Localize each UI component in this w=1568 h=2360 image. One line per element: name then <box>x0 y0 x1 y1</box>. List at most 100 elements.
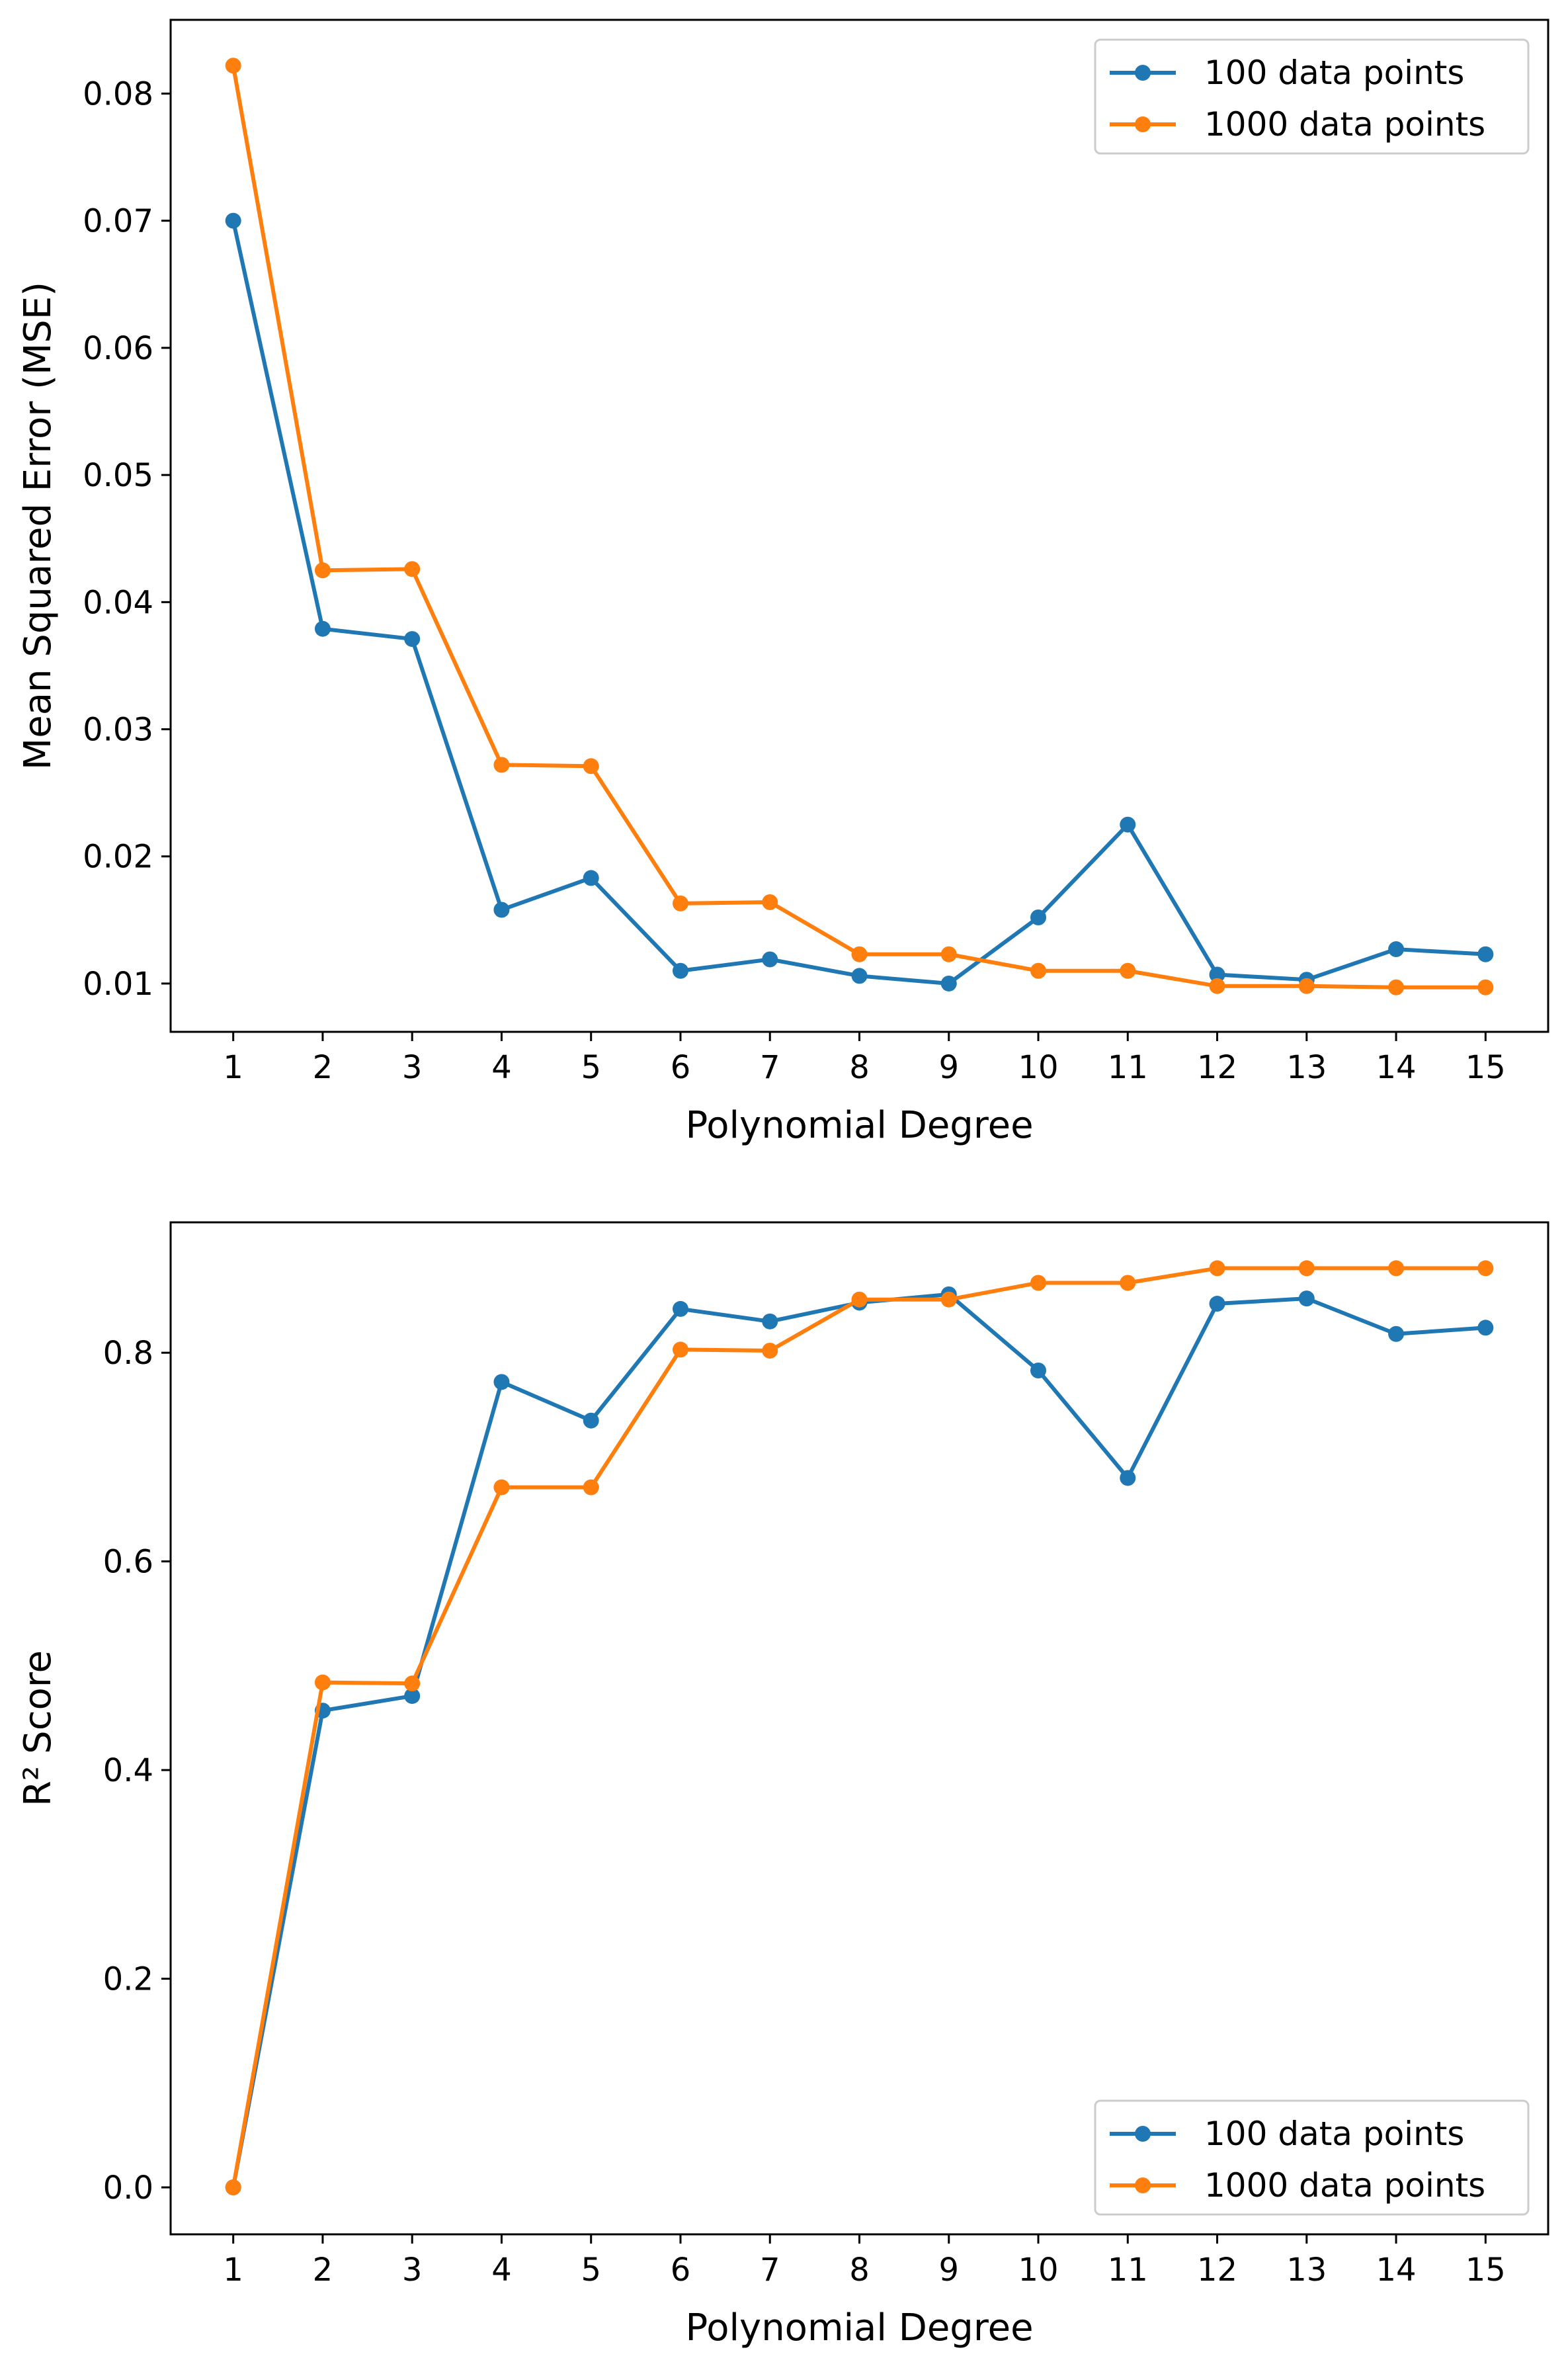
x-tick-label: 8 <box>849 1049 870 1086</box>
y-tick-label: 0.0 <box>103 2170 153 2207</box>
y-axis-label: Mean Squared Error (MSE) <box>17 282 60 770</box>
data-point <box>404 1688 421 1705</box>
data-point <box>851 968 868 984</box>
data-point <box>1477 1320 1494 1336</box>
data-point <box>1388 1260 1405 1277</box>
data-point <box>404 631 421 648</box>
y-axis-label: R² Score <box>17 1650 60 1806</box>
chart-panel-1: 1 2 3 4 5 6 7 8 9 10 11 12 13 14 150.010.020.030.040.0… <box>17 19 1549 1147</box>
x-tick-label: 1 <box>223 1049 243 1086</box>
data-point <box>1477 1260 1494 1277</box>
data-point <box>1298 1290 1315 1307</box>
data-point <box>314 1674 331 1691</box>
data-point <box>940 946 957 962</box>
x-tick-label: 3 <box>402 1049 423 1086</box>
data-point <box>1120 962 1136 979</box>
x-tick-label: 10 <box>1018 1049 1058 1086</box>
legend-box <box>1094 38 1530 155</box>
data-point <box>1209 966 1225 983</box>
legend-label-1: 100 data points <box>1204 2115 1464 2153</box>
x-tick-label: 6 <box>671 2252 691 2289</box>
data-point <box>1209 978 1225 994</box>
data-point <box>672 1341 688 1358</box>
x-tick-label: 11 <box>1108 2252 1148 2289</box>
legend-marker-2 <box>1135 2177 1151 2193</box>
data-point <box>672 895 688 911</box>
data-point <box>672 1300 688 1317</box>
x-tick-label: 4 <box>491 1049 512 1086</box>
data-point <box>1388 1326 1405 1342</box>
x-axis-label: Polynomial Degree <box>685 2306 1033 2349</box>
data-point <box>1298 978 1315 994</box>
data-point <box>225 2179 241 2196</box>
data-point <box>314 562 331 579</box>
data-point <box>493 1479 510 1496</box>
x-tick-label: 9 <box>938 1049 959 1086</box>
legend-label-2: 1000 data points <box>1204 2166 1485 2205</box>
data-point <box>762 951 778 968</box>
y-tick-label: 0.4 <box>103 1752 153 1789</box>
x-tick-label: 15 <box>1465 2252 1506 2289</box>
chart-panel-2: 1 2 3 4 5 6 7 8 9 10 11 12 13 14 150.00.20.40.60.8Poly… <box>17 1221 1549 2349</box>
data-point <box>1120 1275 1136 1291</box>
data-point <box>762 1343 778 1359</box>
data-point <box>1298 1260 1315 1277</box>
data-point <box>762 1313 778 1329</box>
data-point <box>851 1291 868 1308</box>
x-tick-label: 14 <box>1376 2252 1417 2289</box>
data-point <box>1030 909 1047 926</box>
y-tick-label: 0.8 <box>103 1335 153 1372</box>
data-point <box>583 1479 599 1496</box>
x-tick-label: 3 <box>402 2252 423 2289</box>
x-tick-label: 6 <box>671 1049 691 1086</box>
x-tick-label: 12 <box>1197 1049 1237 1086</box>
y-tick-label: 0.06 <box>83 330 153 367</box>
data-point <box>940 975 957 991</box>
data-point <box>583 758 599 775</box>
x-tick-label: 8 <box>849 2252 870 2289</box>
legend-label-2: 1000 data points <box>1204 105 1485 144</box>
data-point <box>940 1291 957 1308</box>
x-tick-label: 4 <box>491 2252 512 2289</box>
data-point <box>1477 979 1494 995</box>
legend-marker-2 <box>1135 116 1151 132</box>
x-tick-label: 13 <box>1286 1049 1327 1086</box>
data-point <box>1120 816 1136 833</box>
y-tick-label: 0.2 <box>103 1961 153 1998</box>
x-tick-label: 9 <box>938 2252 959 2289</box>
data-point <box>404 561 421 577</box>
data-point <box>851 946 868 962</box>
y-tick-label: 0.07 <box>83 203 153 240</box>
data-point <box>583 1412 599 1429</box>
data-point <box>1477 946 1494 962</box>
y-tick-label: 0.02 <box>83 839 153 876</box>
data-point <box>672 962 688 979</box>
data-point <box>1120 1470 1136 1486</box>
data-point <box>493 1374 510 1390</box>
x-tick-label: 2 <box>313 2252 333 2289</box>
y-tick-label: 0.01 <box>83 966 153 1003</box>
legend-box <box>1094 2099 1530 2216</box>
x-tick-label: 12 <box>1197 2252 1237 2289</box>
data-point <box>225 58 241 74</box>
x-tick-label: 11 <box>1108 1049 1148 1086</box>
data-point <box>762 894 778 910</box>
legend: 100 data points 1000 data points <box>1094 38 1530 155</box>
data-point <box>493 902 510 918</box>
x-tick-label: 7 <box>760 1049 780 1086</box>
legend-marker-1 <box>1135 65 1151 81</box>
data-point <box>493 757 510 773</box>
y-tick-label: 0.04 <box>83 584 153 621</box>
y-tick-label: 0.6 <box>103 1544 153 1581</box>
x-tick-label: 15 <box>1465 1049 1506 1086</box>
data-point <box>1388 979 1405 995</box>
legend-label-1: 100 data points <box>1204 54 1464 92</box>
data-point <box>1388 941 1405 958</box>
data-point <box>1030 1362 1047 1378</box>
x-tick-label: 7 <box>760 2252 780 2289</box>
y-tick-label: 0.08 <box>83 75 153 112</box>
y-tick-label: 0.03 <box>83 712 153 749</box>
data-point <box>1030 1275 1047 1291</box>
